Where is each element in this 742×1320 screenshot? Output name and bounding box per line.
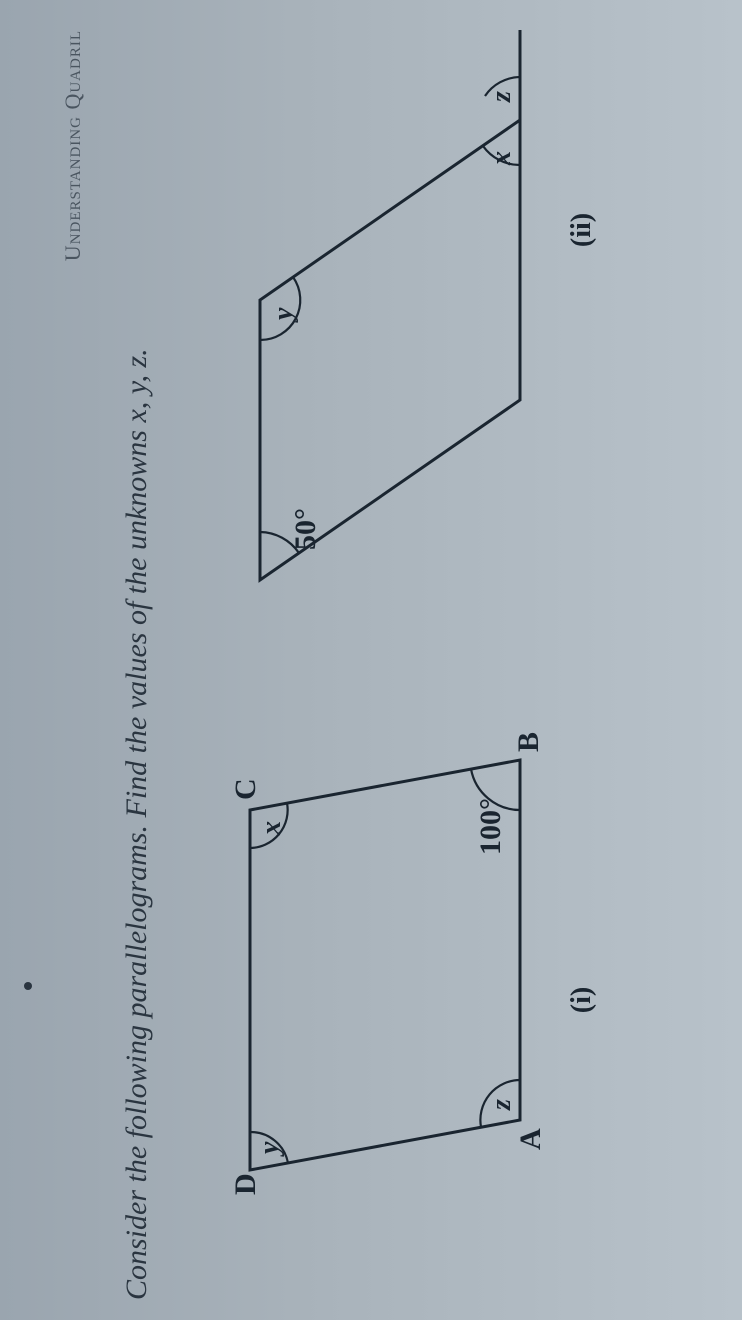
question-text: Consider the following parallelograms. F… bbox=[120, 20, 154, 1300]
vertex-label-a: A bbox=[514, 1128, 547, 1150]
figures-row: D C B A y x 100° z (i) bbox=[200, 0, 630, 1320]
vertex-label-d: D bbox=[229, 1173, 262, 1195]
angle-label-z: z bbox=[486, 1099, 517, 1111]
vertex-label-b: B bbox=[512, 732, 545, 752]
stray-dot bbox=[24, 982, 32, 990]
figure-i-caption: (i) bbox=[566, 987, 597, 1013]
question-prefix: Consider the following parallelograms. F… bbox=[120, 423, 153, 1300]
figure-ii-svg: 50° y x z (ii) bbox=[220, 20, 620, 620]
angle-label-x2: x bbox=[486, 151, 517, 166]
angle-value-100: 100° bbox=[474, 798, 507, 855]
angle-label-x: x bbox=[256, 821, 287, 836]
page-rotated-container: Understanding Quadril Consider the follo… bbox=[0, 0, 742, 1320]
angle-value-50: 50° bbox=[289, 508, 322, 550]
page-header: Understanding Quadril bbox=[60, 30, 86, 261]
figure-ii-caption: (ii) bbox=[566, 213, 597, 247]
vertex-label-c: C bbox=[229, 778, 262, 800]
angle-label-y: y bbox=[254, 1141, 285, 1157]
figure-ii: 50° y x z (ii) bbox=[220, 60, 620, 620]
question-vars: x, y, z. bbox=[120, 348, 153, 422]
figure-i: D C B A y x 100° z (i) bbox=[220, 760, 620, 1230]
angle-label-z2: z bbox=[486, 91, 517, 103]
figure-i-svg: D C B A y x 100° z (i) bbox=[220, 760, 620, 1230]
header-title: Understanding Quadril bbox=[60, 30, 85, 261]
